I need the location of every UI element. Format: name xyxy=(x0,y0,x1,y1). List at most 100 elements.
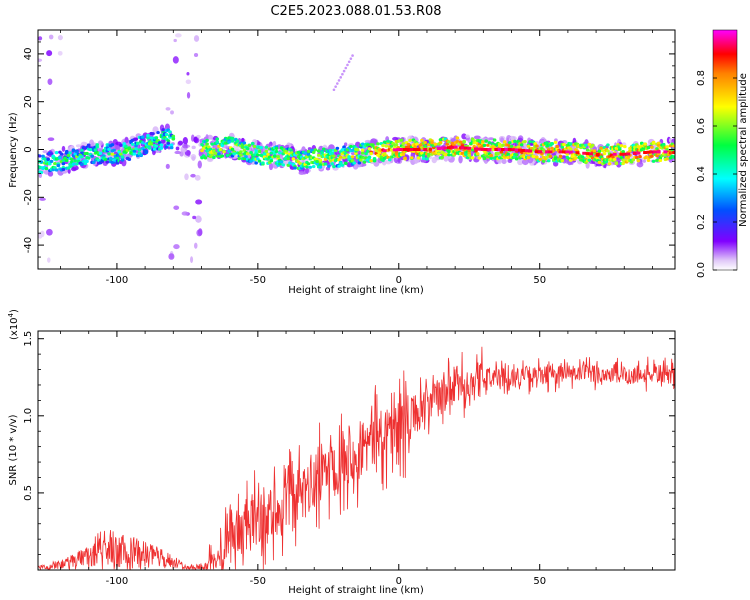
spectrogram-x-axis-label: Height of straight line (km) xyxy=(288,285,424,296)
heatmap-cell xyxy=(555,144,559,149)
heatmap-cell xyxy=(53,166,57,170)
heatmap-cell xyxy=(636,151,641,155)
heatmap-cell xyxy=(222,150,226,154)
heatmap-cell xyxy=(450,145,455,149)
heatmap-cell xyxy=(119,152,123,156)
heatmap-cell xyxy=(502,140,507,144)
heatmap-cell xyxy=(298,153,302,157)
heatmap-cell xyxy=(345,148,350,152)
heatmap-cell xyxy=(193,52,199,57)
heatmap-cell xyxy=(423,140,428,145)
heatmap-cell xyxy=(237,156,242,161)
heatmap-cell xyxy=(601,149,605,153)
heatmap-cell xyxy=(501,148,506,151)
heatmap-cell xyxy=(595,152,600,156)
heatmap-cell xyxy=(341,72,344,76)
heatmap-cell xyxy=(396,148,401,152)
heatmap-cell xyxy=(606,143,610,147)
x-tick-label: -50 xyxy=(250,275,266,286)
heatmap-cell xyxy=(61,145,66,152)
heatmap-cell xyxy=(606,149,610,153)
heatmap-cell xyxy=(220,154,225,158)
heatmap-cell xyxy=(614,162,619,166)
heatmap-cell xyxy=(453,145,458,149)
heatmap-cell xyxy=(193,242,198,249)
heatmap-cell xyxy=(409,156,414,160)
heatmap-cell xyxy=(322,147,326,151)
heatmap-cell xyxy=(447,140,451,144)
colorbar-label: Normalized spectral amplitude xyxy=(738,73,749,227)
heatmap-cell xyxy=(506,156,510,160)
heatmap-cell xyxy=(205,149,209,153)
heatmap-cell xyxy=(535,155,539,159)
heatmap-cell xyxy=(159,146,164,150)
heatmap-cell xyxy=(68,151,72,155)
heatmap-cell xyxy=(587,158,592,162)
heatmap-cell xyxy=(651,141,656,145)
heatmap-cell xyxy=(107,152,111,156)
heatmap-cell xyxy=(182,137,188,145)
heatmap-cell xyxy=(327,164,331,168)
heatmap-cell xyxy=(573,156,578,160)
heatmap-cell xyxy=(114,143,118,151)
heatmap-cell xyxy=(496,152,500,156)
heatmap-cell xyxy=(208,147,213,151)
heatmap-cell xyxy=(132,152,137,156)
heatmap-cell xyxy=(469,141,473,146)
heatmap-cell xyxy=(39,197,46,201)
heatmap-cell xyxy=(649,150,654,154)
heatmap-cell xyxy=(264,149,269,153)
heatmap-cell xyxy=(315,162,319,166)
heatmap-cell xyxy=(568,142,573,146)
heatmap-cell xyxy=(514,153,519,157)
heatmap-cell xyxy=(137,148,142,152)
heatmap-cell xyxy=(672,144,675,148)
heatmap-cell xyxy=(406,148,411,151)
heatmap-cell xyxy=(242,148,247,152)
heatmap-cell xyxy=(254,149,258,153)
heatmap-cell xyxy=(193,136,198,143)
heatmap-cell xyxy=(646,146,651,150)
heatmap-cell xyxy=(560,145,565,149)
heatmap-cell xyxy=(227,149,231,153)
heatmap-cell xyxy=(339,76,343,79)
snr-line-series xyxy=(38,346,675,570)
heatmap-cell xyxy=(245,152,250,156)
spectrogram-y-axis-label: Frequency (Hz) xyxy=(8,112,19,188)
heatmap-cell xyxy=(362,160,367,164)
heatmap-cell xyxy=(416,156,421,160)
heatmap-cell xyxy=(337,158,341,162)
heatmap-cell xyxy=(306,162,311,166)
heatmap-cell xyxy=(619,144,624,148)
heatmap-cell xyxy=(565,150,570,154)
heatmap-cell xyxy=(210,142,214,146)
heatmap-cell xyxy=(207,145,211,149)
heatmap-cell xyxy=(71,162,76,166)
heatmap-cell xyxy=(399,148,404,151)
heatmap-cell xyxy=(486,143,490,147)
heatmap-cell xyxy=(382,149,387,153)
heatmap-cell xyxy=(421,156,426,160)
heatmap-cell xyxy=(622,152,627,156)
heatmap-cell xyxy=(628,149,632,153)
heatmap-cell xyxy=(632,151,637,155)
spectrogram-axis-ticks: -100 -50 0 50 -40 -20 0 20 40 xyxy=(23,30,675,286)
heatmap-cell xyxy=(205,138,209,143)
heatmap-cell xyxy=(49,159,54,163)
heatmap-cell xyxy=(244,155,248,159)
heatmap-cell xyxy=(124,137,129,144)
heatmap-cell xyxy=(144,149,149,154)
heatmap-cell xyxy=(80,155,84,159)
heatmap-cell xyxy=(477,147,482,151)
heatmap-cell xyxy=(538,150,543,154)
heatmap-cell xyxy=(672,155,675,159)
heatmap-cell xyxy=(526,144,531,148)
heatmap-cell xyxy=(386,155,390,160)
heatmap-cell xyxy=(276,155,280,159)
heatmap-cell xyxy=(146,134,150,138)
heatmap-cell xyxy=(269,159,274,163)
heatmap-cell xyxy=(335,146,340,150)
heatmap-cell xyxy=(48,34,54,40)
heatmap-cell xyxy=(516,139,521,144)
